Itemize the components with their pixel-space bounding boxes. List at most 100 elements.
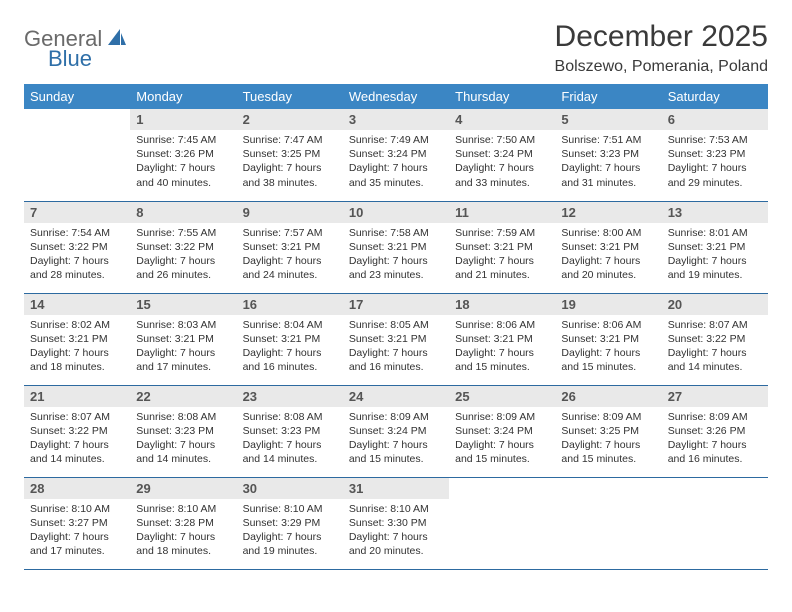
sunrise-line: Sunrise: 8:10 AM xyxy=(243,502,337,516)
day-details: Sunrise: 8:06 AMSunset: 3:21 PMDaylight:… xyxy=(449,315,555,379)
calendar-cell: 10Sunrise: 7:58 AMSunset: 3:21 PMDayligh… xyxy=(343,201,449,293)
day-details: Sunrise: 8:09 AMSunset: 3:25 PMDaylight:… xyxy=(555,407,661,471)
sunrise-line: Sunrise: 8:00 AM xyxy=(561,226,655,240)
day-details: Sunrise: 7:53 AMSunset: 3:23 PMDaylight:… xyxy=(662,130,768,194)
sunset-line: Sunset: 3:26 PM xyxy=(668,424,762,438)
sunrise-line: Sunrise: 8:09 AM xyxy=(561,410,655,424)
weekday-header: Thursday xyxy=(449,84,555,109)
daylight-line: Daylight: 7 hours and 16 minutes. xyxy=(349,346,443,374)
weekday-header: Friday xyxy=(555,84,661,109)
month-title: December 2025 xyxy=(555,20,768,54)
day-number: 12 xyxy=(555,202,661,223)
daylight-line: Daylight: 7 hours and 20 minutes. xyxy=(561,254,655,282)
calendar-cell: 2Sunrise: 7:47 AMSunset: 3:25 PMDaylight… xyxy=(237,109,343,201)
sunrise-line: Sunrise: 7:55 AM xyxy=(136,226,230,240)
logo-blue-wrap: Blue xyxy=(48,46,92,72)
location: Bolszewo, Pomerania, Poland xyxy=(555,58,768,76)
calendar-cell: 30Sunrise: 8:10 AMSunset: 3:29 PMDayligh… xyxy=(237,477,343,569)
sunrise-line: Sunrise: 8:03 AM xyxy=(136,318,230,332)
day-details: Sunrise: 8:07 AMSunset: 3:22 PMDaylight:… xyxy=(662,315,768,379)
sunset-line: Sunset: 3:21 PM xyxy=(136,332,230,346)
daylight-line: Daylight: 7 hours and 31 minutes. xyxy=(561,161,655,189)
day-details: Sunrise: 8:07 AMSunset: 3:22 PMDaylight:… xyxy=(24,407,130,471)
day-details: Sunrise: 7:54 AMSunset: 3:22 PMDaylight:… xyxy=(24,223,130,287)
sunrise-line: Sunrise: 8:07 AM xyxy=(30,410,124,424)
sunset-line: Sunset: 3:21 PM xyxy=(455,240,549,254)
calendar-cell: . xyxy=(24,109,130,201)
sunset-line: Sunset: 3:24 PM xyxy=(349,424,443,438)
sunset-line: Sunset: 3:24 PM xyxy=(455,424,549,438)
calendar-row: 7Sunrise: 7:54 AMSunset: 3:22 PMDaylight… xyxy=(24,201,768,293)
weekday-header: Tuesday xyxy=(237,84,343,109)
calendar-cell: 29Sunrise: 8:10 AMSunset: 3:28 PMDayligh… xyxy=(130,477,236,569)
weekday-header: Saturday xyxy=(662,84,768,109)
calendar-cell: 20Sunrise: 8:07 AMSunset: 3:22 PMDayligh… xyxy=(662,293,768,385)
sunrise-line: Sunrise: 7:50 AM xyxy=(455,133,549,147)
sunrise-line: Sunrise: 8:10 AM xyxy=(349,502,443,516)
daylight-line: Daylight: 7 hours and 14 minutes. xyxy=(243,438,337,466)
daylight-line: Daylight: 7 hours and 29 minutes. xyxy=(668,161,762,189)
day-number: 31 xyxy=(343,478,449,499)
sunrise-line: Sunrise: 8:05 AM xyxy=(349,318,443,332)
calendar-cell: 8Sunrise: 7:55 AMSunset: 3:22 PMDaylight… xyxy=(130,201,236,293)
sunset-line: Sunset: 3:29 PM xyxy=(243,516,337,530)
sunset-line: Sunset: 3:21 PM xyxy=(243,332,337,346)
day-number: 4 xyxy=(449,109,555,130)
calendar-cell: 28Sunrise: 8:10 AMSunset: 3:27 PMDayligh… xyxy=(24,477,130,569)
daylight-line: Daylight: 7 hours and 33 minutes. xyxy=(455,161,549,189)
calendar-cell: 1Sunrise: 7:45 AMSunset: 3:26 PMDaylight… xyxy=(130,109,236,201)
sunrise-line: Sunrise: 7:57 AM xyxy=(243,226,337,240)
sunset-line: Sunset: 3:21 PM xyxy=(668,240,762,254)
day-number: 17 xyxy=(343,294,449,315)
sunrise-line: Sunrise: 7:53 AM xyxy=(668,133,762,147)
daylight-line: Daylight: 7 hours and 24 minutes. xyxy=(243,254,337,282)
daylight-line: Daylight: 7 hours and 14 minutes. xyxy=(30,438,124,466)
calendar-cell: 17Sunrise: 8:05 AMSunset: 3:21 PMDayligh… xyxy=(343,293,449,385)
daylight-line: Daylight: 7 hours and 15 minutes. xyxy=(561,346,655,374)
daylight-line: Daylight: 7 hours and 15 minutes. xyxy=(455,346,549,374)
sunrise-line: Sunrise: 8:10 AM xyxy=(30,502,124,516)
sunrise-line: Sunrise: 8:06 AM xyxy=(455,318,549,332)
sunrise-line: Sunrise: 7:54 AM xyxy=(30,226,124,240)
day-details: Sunrise: 8:08 AMSunset: 3:23 PMDaylight:… xyxy=(237,407,343,471)
sunset-line: Sunset: 3:21 PM xyxy=(349,240,443,254)
sunset-line: Sunset: 3:24 PM xyxy=(455,147,549,161)
calendar-table: SundayMondayTuesdayWednesdayThursdayFrid… xyxy=(24,84,768,570)
calendar-row: 21Sunrise: 8:07 AMSunset: 3:22 PMDayligh… xyxy=(24,385,768,477)
day-details: Sunrise: 8:05 AMSunset: 3:21 PMDaylight:… xyxy=(343,315,449,379)
day-details: Sunrise: 8:09 AMSunset: 3:24 PMDaylight:… xyxy=(449,407,555,471)
day-details: Sunrise: 8:10 AMSunset: 3:27 PMDaylight:… xyxy=(24,499,130,563)
sunrise-line: Sunrise: 7:49 AM xyxy=(349,133,443,147)
day-number: 20 xyxy=(662,294,768,315)
day-details: Sunrise: 7:59 AMSunset: 3:21 PMDaylight:… xyxy=(449,223,555,287)
day-details: Sunrise: 7:51 AMSunset: 3:23 PMDaylight:… xyxy=(555,130,661,194)
calendar-cell: . xyxy=(449,477,555,569)
calendar-cell: 9Sunrise: 7:57 AMSunset: 3:21 PMDaylight… xyxy=(237,201,343,293)
calendar-cell: 26Sunrise: 8:09 AMSunset: 3:25 PMDayligh… xyxy=(555,385,661,477)
sunrise-line: Sunrise: 8:08 AM xyxy=(136,410,230,424)
calendar-cell: 3Sunrise: 7:49 AMSunset: 3:24 PMDaylight… xyxy=(343,109,449,201)
daylight-line: Daylight: 7 hours and 15 minutes. xyxy=(455,438,549,466)
sunrise-line: Sunrise: 7:45 AM xyxy=(136,133,230,147)
logo-text-blue: Blue xyxy=(48,46,92,71)
daylight-line: Daylight: 7 hours and 19 minutes. xyxy=(243,530,337,558)
sunset-line: Sunset: 3:26 PM xyxy=(136,147,230,161)
day-number: 23 xyxy=(237,386,343,407)
day-details: Sunrise: 7:57 AMSunset: 3:21 PMDaylight:… xyxy=(237,223,343,287)
daylight-line: Daylight: 7 hours and 28 minutes. xyxy=(30,254,124,282)
day-number: 9 xyxy=(237,202,343,223)
day-details: Sunrise: 8:10 AMSunset: 3:29 PMDaylight:… xyxy=(237,499,343,563)
sunrise-line: Sunrise: 8:09 AM xyxy=(349,410,443,424)
sunrise-line: Sunrise: 8:08 AM xyxy=(243,410,337,424)
day-number: 10 xyxy=(343,202,449,223)
title-block: December 2025 Bolszewo, Pomerania, Polan… xyxy=(555,20,768,76)
day-number: 21 xyxy=(24,386,130,407)
calendar-cell: 31Sunrise: 8:10 AMSunset: 3:30 PMDayligh… xyxy=(343,477,449,569)
calendar-cell: 12Sunrise: 8:00 AMSunset: 3:21 PMDayligh… xyxy=(555,201,661,293)
day-number: 1 xyxy=(130,109,236,130)
day-number: 2 xyxy=(237,109,343,130)
calendar-cell: . xyxy=(662,477,768,569)
calendar-cell: 27Sunrise: 8:09 AMSunset: 3:26 PMDayligh… xyxy=(662,385,768,477)
sunset-line: Sunset: 3:22 PM xyxy=(30,424,124,438)
sunrise-line: Sunrise: 8:10 AM xyxy=(136,502,230,516)
